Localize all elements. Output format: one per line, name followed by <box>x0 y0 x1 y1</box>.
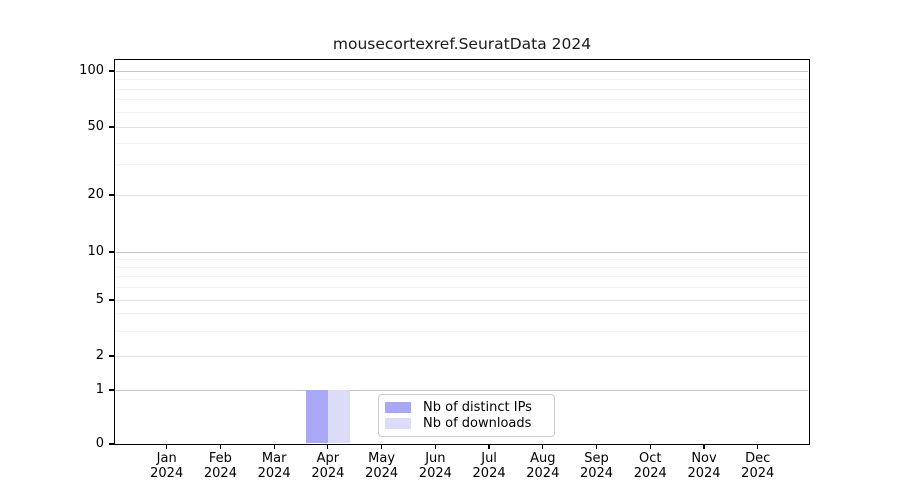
x-tick-year: 2024 <box>472 466 506 481</box>
gridline-y-2 <box>116 355 808 357</box>
gridline-y-50 <box>116 126 808 128</box>
x-tick-year: 2024 <box>203 466 237 481</box>
y-tick <box>109 251 114 253</box>
x-tick-year: 2024 <box>687 466 721 481</box>
gridline-minor <box>116 164 808 166</box>
legend: Nb of distinct IPs Nb of downloads <box>378 394 555 437</box>
x-tick-year: 2024 <box>150 466 184 481</box>
x-tick-label: Feb 2024 <box>188 451 252 481</box>
gridline-minor <box>116 330 808 332</box>
y-tick <box>109 70 114 72</box>
gridline-minor <box>116 276 808 278</box>
x-tick-year: 2024 <box>365 466 399 481</box>
y-tick-label: 2 <box>95 348 104 363</box>
gridline-y-20 <box>116 194 808 196</box>
y-tick <box>109 126 114 128</box>
x-tick-label: Jul 2024 <box>457 451 521 481</box>
x-tick-month: Apr <box>316 451 340 466</box>
x-tick-month: Mar <box>261 451 287 466</box>
gridline-y-1 <box>116 389 808 391</box>
x-tick-month: Sep <box>584 451 609 466</box>
chart-title: mousecortexref.SeuratData 2024 <box>332 35 592 53</box>
x-tick-year: 2024 <box>257 466 291 481</box>
x-tick-year: 2024 <box>311 466 345 481</box>
gridline-minor <box>116 286 808 288</box>
x-tick-month: Jan <box>156 451 177 466</box>
x-tick-label: Apr 2024 <box>296 451 360 481</box>
y-tick-label: 5 <box>95 292 104 307</box>
gridline-y-5 <box>116 299 808 301</box>
plot-area <box>114 59 810 445</box>
x-tick-label: Sep 2024 <box>565 451 629 481</box>
gridline-y-100 <box>116 70 808 72</box>
x-tick-month: Jul <box>481 451 497 466</box>
y-tick-label: 50 <box>87 119 104 134</box>
x-tick <box>434 444 436 449</box>
y-tick <box>109 355 114 357</box>
y-tick-label: 0 <box>95 436 104 451</box>
x-tick-label: Dec 2024 <box>726 451 790 481</box>
gridline-minor <box>116 258 808 260</box>
x-tick <box>703 444 705 449</box>
gridline-minor <box>116 79 808 80</box>
y-tick <box>109 389 114 391</box>
gridline-minor <box>116 143 808 145</box>
bar-downloads <box>327 390 350 443</box>
x-tick-year: 2024 <box>526 466 560 481</box>
x-tick-month: Oct <box>639 451 662 466</box>
y-tick <box>109 194 114 196</box>
legend-label-distinct-ips: Nb of distinct IPs <box>423 400 532 415</box>
x-tick-label: Jan 2024 <box>135 451 199 481</box>
x-tick-label: Aug 2024 <box>511 451 575 481</box>
y-tick-label: 20 <box>87 187 104 202</box>
x-tick-label: May 2024 <box>350 451 414 481</box>
x-tick-month: Feb <box>208 451 232 466</box>
x-tick-year: 2024 <box>633 466 667 481</box>
x-tick <box>381 444 383 449</box>
x-tick <box>273 444 275 449</box>
x-tick-year: 2024 <box>418 466 452 481</box>
legend-entry-distinct-ips: Nb of distinct IPs <box>385 400 544 415</box>
y-tick-label: 10 <box>87 244 104 259</box>
gridline-minor <box>116 88 808 90</box>
gridline-minor <box>116 99 808 101</box>
x-tick <box>219 444 222 449</box>
y-tick-label: 100 <box>79 63 104 78</box>
x-tick-label: Oct 2024 <box>618 451 682 481</box>
x-tick-month: Aug <box>530 451 556 466</box>
legend-swatch-distinct-ips <box>385 402 411 413</box>
x-tick-label: Jun 2024 <box>403 451 467 481</box>
legend-label-downloads: Nb of downloads <box>423 416 532 431</box>
x-tick <box>542 444 544 449</box>
x-tick-month: May <box>368 451 396 466</box>
y-tick <box>109 299 114 301</box>
x-tick-month: Jun <box>425 451 446 466</box>
legend-entry-downloads: Nb of downloads <box>385 416 544 431</box>
y-tick-label: 1 <box>95 382 104 397</box>
x-tick <box>488 444 490 449</box>
y-tick <box>109 443 114 445</box>
x-tick-label: Nov 2024 <box>672 451 736 481</box>
gridline-minor <box>116 266 808 268</box>
x-tick <box>595 444 598 449</box>
x-tick-year: 2024 <box>579 466 614 481</box>
x-tick-year: 2024 <box>741 466 775 481</box>
x-tick-month: Dec <box>745 451 771 466</box>
gridline-minor <box>116 313 808 315</box>
gridline-y-10 <box>116 251 808 253</box>
x-tick <box>649 444 651 449</box>
x-tick <box>757 444 759 449</box>
x-tick <box>166 444 168 449</box>
x-tick <box>327 444 329 449</box>
gridline-minor <box>116 111 808 113</box>
x-tick-label: Mar 2024 <box>242 451 306 481</box>
bar-distinct-ips <box>306 390 328 443</box>
legend-swatch-downloads <box>385 418 411 429</box>
x-tick-month: Nov <box>691 451 717 466</box>
